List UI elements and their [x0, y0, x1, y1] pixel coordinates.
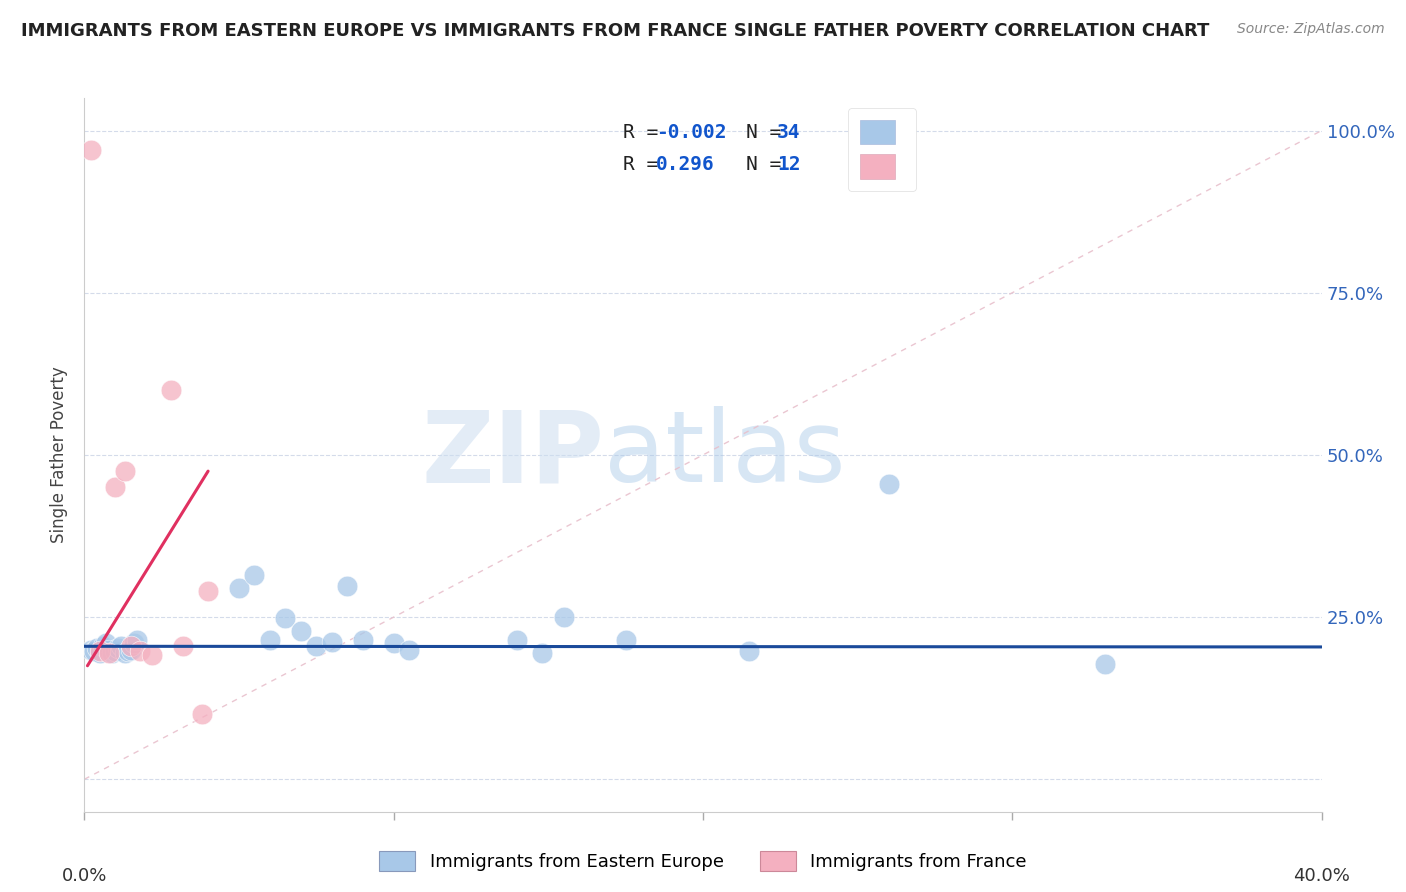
Point	[83, 644, 105, 658]
Point	[531, 646, 554, 660]
Point	[197, 584, 219, 599]
Point	[243, 568, 266, 582]
Point	[259, 632, 281, 647]
Text: -0.002: -0.002	[657, 123, 727, 142]
Point	[738, 644, 761, 658]
Point	[94, 636, 117, 650]
Point	[98, 642, 121, 657]
Text: 12: 12	[778, 155, 801, 174]
Text: R =: R =	[623, 123, 669, 142]
Point	[321, 634, 343, 648]
Point	[89, 644, 111, 658]
Point	[104, 644, 127, 658]
Point	[160, 383, 183, 397]
Point	[120, 642, 142, 657]
Point	[125, 632, 148, 647]
Point	[86, 641, 108, 656]
Text: IMMIGRANTS FROM EASTERN EUROPE VS IMMIGRANTS FROM FRANCE SINGLE FATHER POVERTY C: IMMIGRANTS FROM EASTERN EUROPE VS IMMIGR…	[21, 22, 1209, 40]
Point	[122, 636, 145, 650]
Point	[120, 640, 142, 654]
Point	[553, 610, 575, 624]
Point	[614, 632, 637, 647]
Point	[107, 641, 129, 656]
Point	[91, 640, 114, 654]
Point	[1094, 657, 1116, 671]
Text: 40.0%: 40.0%	[1294, 867, 1350, 885]
Point	[114, 464, 136, 478]
Point	[191, 707, 214, 722]
Text: N =: N =	[747, 155, 793, 174]
Point	[506, 632, 529, 647]
Text: 0.0%: 0.0%	[62, 867, 107, 885]
Point	[117, 644, 139, 658]
Text: Source: ZipAtlas.com: Source: ZipAtlas.com	[1237, 22, 1385, 37]
Point	[336, 579, 359, 593]
Text: atlas: atlas	[605, 407, 845, 503]
Point	[274, 611, 297, 625]
Point	[382, 636, 405, 650]
Point	[290, 624, 312, 639]
Point	[89, 646, 111, 660]
Point	[101, 646, 124, 660]
Legend: , : ,	[848, 108, 915, 191]
Point	[114, 646, 136, 660]
Point	[228, 581, 250, 595]
Legend: Immigrants from Eastern Europe, Immigrants from France: Immigrants from Eastern Europe, Immigran…	[373, 844, 1033, 879]
Point	[172, 640, 194, 654]
Point	[104, 480, 127, 494]
Point	[305, 640, 328, 654]
Point	[129, 644, 152, 658]
Y-axis label: Single Father Poverty: Single Father Poverty	[51, 367, 69, 543]
Text: 34: 34	[778, 123, 801, 142]
Point	[79, 642, 101, 657]
Text: ZIP: ZIP	[422, 407, 605, 503]
Point	[110, 640, 132, 654]
Point	[79, 143, 101, 157]
Point	[877, 477, 900, 491]
Point	[98, 646, 121, 660]
Text: R =: R =	[623, 155, 669, 174]
Text: 0.296: 0.296	[657, 155, 714, 174]
Text: N =: N =	[747, 123, 793, 142]
Point	[141, 648, 163, 662]
Point	[352, 632, 374, 647]
Point	[398, 642, 420, 657]
